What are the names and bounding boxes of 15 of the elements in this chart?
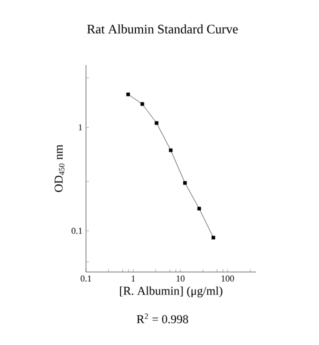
point [212, 236, 216, 240]
point [140, 102, 144, 106]
point [154, 121, 158, 125]
x-tick-label: 100 [222, 276, 234, 282]
point [168, 148, 173, 152]
y-axis-title: OD$_{450}$ nm [54, 144, 64, 192]
text: R$^{2}$ = 0.998 [136, 314, 188, 324]
x-tick-label: 1 [132, 276, 135, 282]
point [197, 206, 201, 210]
point [126, 92, 130, 96]
x-axis-title: [R. Albumin] (μg/ml) [120, 286, 222, 298]
x-tick-label: 0.1 [80, 276, 92, 282]
point [183, 181, 187, 185]
x-tick-label: 10 [176, 276, 185, 282]
chart-title: Rat Albumin Standard Curve [87, 24, 238, 34]
